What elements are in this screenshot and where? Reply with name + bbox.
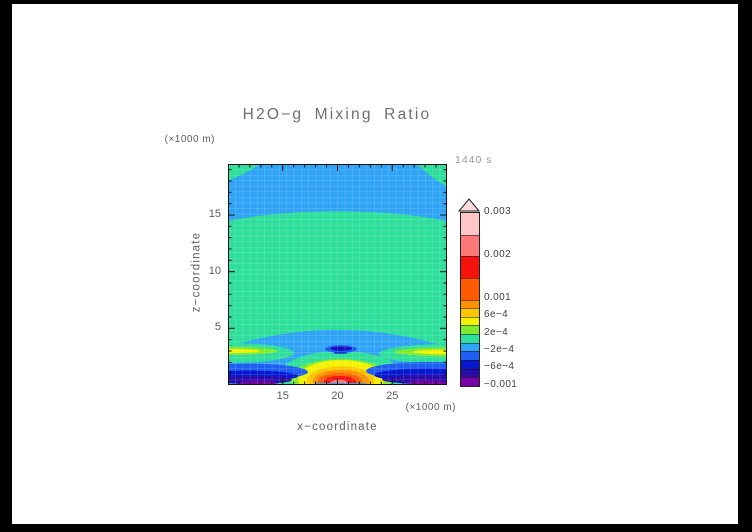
colorbar-tick-label: 0.002 [484,248,512,260]
z-tick-label: 15 [208,208,221,220]
colorbar-overflow-arrow-icon [458,198,480,212]
page-title: H2O−g Mixing Ratio [242,106,432,123]
time-label: 1440 s [455,154,493,166]
colorbar-tick-label: 0.001 [484,292,512,303]
colorbar-band [461,368,479,378]
z-axis-units-label: (×1000 m) [164,134,215,145]
colorbar-band [461,342,479,352]
colorbar-tick-label: −2e−4 [484,343,515,355]
colorbar-band [461,316,479,326]
colorbar-band [461,277,479,300]
colorbar-band [461,360,479,369]
colorbar-tick-label: 6e−4 [484,309,509,321]
colorbar-band [461,299,479,309]
colorbar-tick-label: −0.001 [484,378,518,390]
colorbar-band [461,334,479,343]
colorbar-tick-label: −6e−4 [484,361,515,373]
colorbar-band [461,325,479,335]
colorbar [460,212,480,387]
colorbar-band [461,308,479,317]
colorbar-tick-label: 2e−4 [484,326,509,338]
x-axis-title: x−coordinate [297,421,378,433]
colorbar-band [461,256,479,278]
colorbar-band [461,377,479,386]
colorbar-band [461,234,479,257]
colorbar-tick-label: 0.003 [484,205,512,217]
plot-border [228,164,447,385]
plot-canvas: H2O−g Mixing Ratio (×1000 m) 1440 s z−co… [12,4,738,524]
z-tick-label: 10 [208,264,221,277]
contour-plot [228,164,447,385]
colorbar-band [461,213,479,235]
x-tick-label: 20 [331,390,344,402]
z-tick-label: 5 [214,321,221,334]
grid-overlay [228,164,447,385]
x-tick-label: 15 [276,390,289,402]
x-tick-label: 25 [386,390,399,402]
colorbar-band [461,351,479,361]
x-axis-units-label: (×1000 m) [405,402,456,413]
